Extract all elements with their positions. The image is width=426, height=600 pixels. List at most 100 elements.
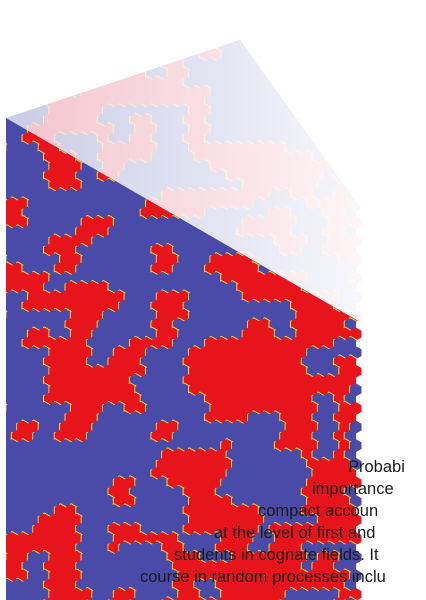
- lattice-cell: [253, 550, 265, 564]
- lattice-cell: [81, 494, 93, 509]
- interface-edge: [75, 47, 84, 54]
- interface-edge: [349, 75, 358, 82]
- lattice-cell: [60, 439, 72, 453]
- lattice-cell: [226, 522, 238, 536]
- lattice-cell: [6, 281, 13, 295]
- lattice-cell: [264, 383, 276, 397]
- lattice-cell: [81, 420, 93, 434]
- lattice-cell: [103, 420, 115, 434]
- lattice-cell: [350, 160, 362, 174]
- lattice-cell: [11, 299, 24, 313]
- interface-edge: [311, 122, 320, 128]
- lattice-cell: [258, 467, 271, 481]
- lattice-cell: [328, 401, 340, 416]
- lattice-cell: [237, 355, 249, 369]
- interface-edge: [0, 95, 1, 98]
- lattice-cell: [27, 401, 40, 416]
- lattice-cell: [119, 225, 131, 239]
- lattice-cell: [221, 420, 233, 434]
- lattice-cell: [269, 374, 281, 388]
- lattice-cell: [221, 253, 233, 267]
- lattice-cell: [6, 85, 8, 99]
- interface-edge: [6, 140, 8, 147]
- lattice-cell: [307, 494, 319, 509]
- lattice-cell: [135, 457, 147, 471]
- lattice-cell: [296, 476, 308, 490]
- interface-edge: [6, 47, 8, 54]
- lattice-cell: [296, 587, 308, 600]
- lattice-cell: [210, 532, 222, 546]
- lattice-cell: [183, 448, 195, 462]
- lattice-cell: [167, 420, 179, 434]
- lattice-cell: [172, 225, 185, 239]
- lattice-cell: [60, 401, 72, 416]
- lattice-cell: [92, 383, 104, 397]
- lattice-cell: [49, 364, 61, 378]
- lattice-cell: [124, 215, 136, 230]
- lattice-cell: [54, 504, 67, 518]
- lattice-cell: [215, 355, 228, 369]
- lattice-cell: [296, 308, 308, 323]
- lattice-cell: [33, 40, 45, 53]
- lattice-cell: [167, 401, 179, 416]
- lattice-cell: [103, 327, 115, 341]
- lattice-cell: [189, 253, 201, 267]
- lattice-cell: [49, 513, 61, 527]
- lattice-cell: [345, 95, 356, 108]
- lattice-cell: [6, 485, 13, 499]
- lattice-cell: [108, 448, 120, 462]
- lattice-cell: [162, 392, 174, 406]
- lattice-cell: [274, 383, 287, 397]
- lattice-cell: [92, 476, 104, 490]
- lattice-cell: [11, 336, 24, 350]
- lattice-cell: [81, 550, 93, 564]
- lattice-cell: [6, 327, 18, 341]
- lattice-cell: [258, 485, 271, 499]
- lattice-cell: [27, 494, 40, 509]
- lattice-cell: [0, 104, 7, 117]
- lattice-cell: [146, 308, 158, 323]
- lattice-cell: [205, 318, 217, 332]
- lattice-cell: [291, 76, 303, 90]
- interface-edge: [53, 84, 62, 91]
- lattice-cell: [172, 40, 185, 53]
- lattice-cell: [274, 457, 287, 471]
- lattice-cell: [0, 188, 2, 201]
- lattice-cell: [317, 40, 330, 44]
- lattice-cell: [103, 346, 115, 360]
- lattice-cell: [27, 457, 40, 471]
- lattice-cell: [97, 392, 110, 406]
- lattice-cell: [231, 364, 244, 378]
- lattice-cell: [253, 346, 265, 360]
- lattice-cell: [226, 355, 238, 369]
- lattice-cell: [60, 48, 72, 62]
- lattice-cell: [6, 355, 13, 369]
- lattice-cell: [162, 578, 174, 592]
- lattice-cell: [65, 40, 77, 53]
- lattice-cell: [27, 271, 40, 285]
- lattice-cell: [253, 513, 265, 527]
- lattice-cell: [108, 429, 120, 443]
- lattice-cell: [60, 271, 72, 285]
- lattice-cell: [27, 383, 40, 397]
- lattice-cell: [0, 318, 2, 331]
- lattice-cell: [103, 215, 115, 230]
- lattice-cell: [119, 206, 131, 220]
- lattice-cell: [6, 67, 18, 81]
- lattice-cell: [242, 420, 255, 434]
- lattice-cell: [194, 485, 206, 499]
- lattice-cell: [38, 420, 50, 434]
- lattice-cell: [44, 467, 56, 481]
- lattice-cell: [97, 281, 110, 295]
- lattice-cell: [65, 188, 77, 202]
- lattice-cell: [312, 57, 324, 71]
- lattice-cell: [6, 169, 13, 183]
- lattice-cell: [49, 587, 61, 600]
- lattice-cell: [54, 206, 67, 220]
- lattice-cell: [301, 392, 314, 406]
- lattice-cell: [210, 457, 222, 471]
- lattice-cell: [333, 95, 346, 109]
- lattice-cell: [264, 457, 276, 471]
- lattice-cell: [194, 281, 206, 295]
- lattice-cell: [274, 550, 287, 564]
